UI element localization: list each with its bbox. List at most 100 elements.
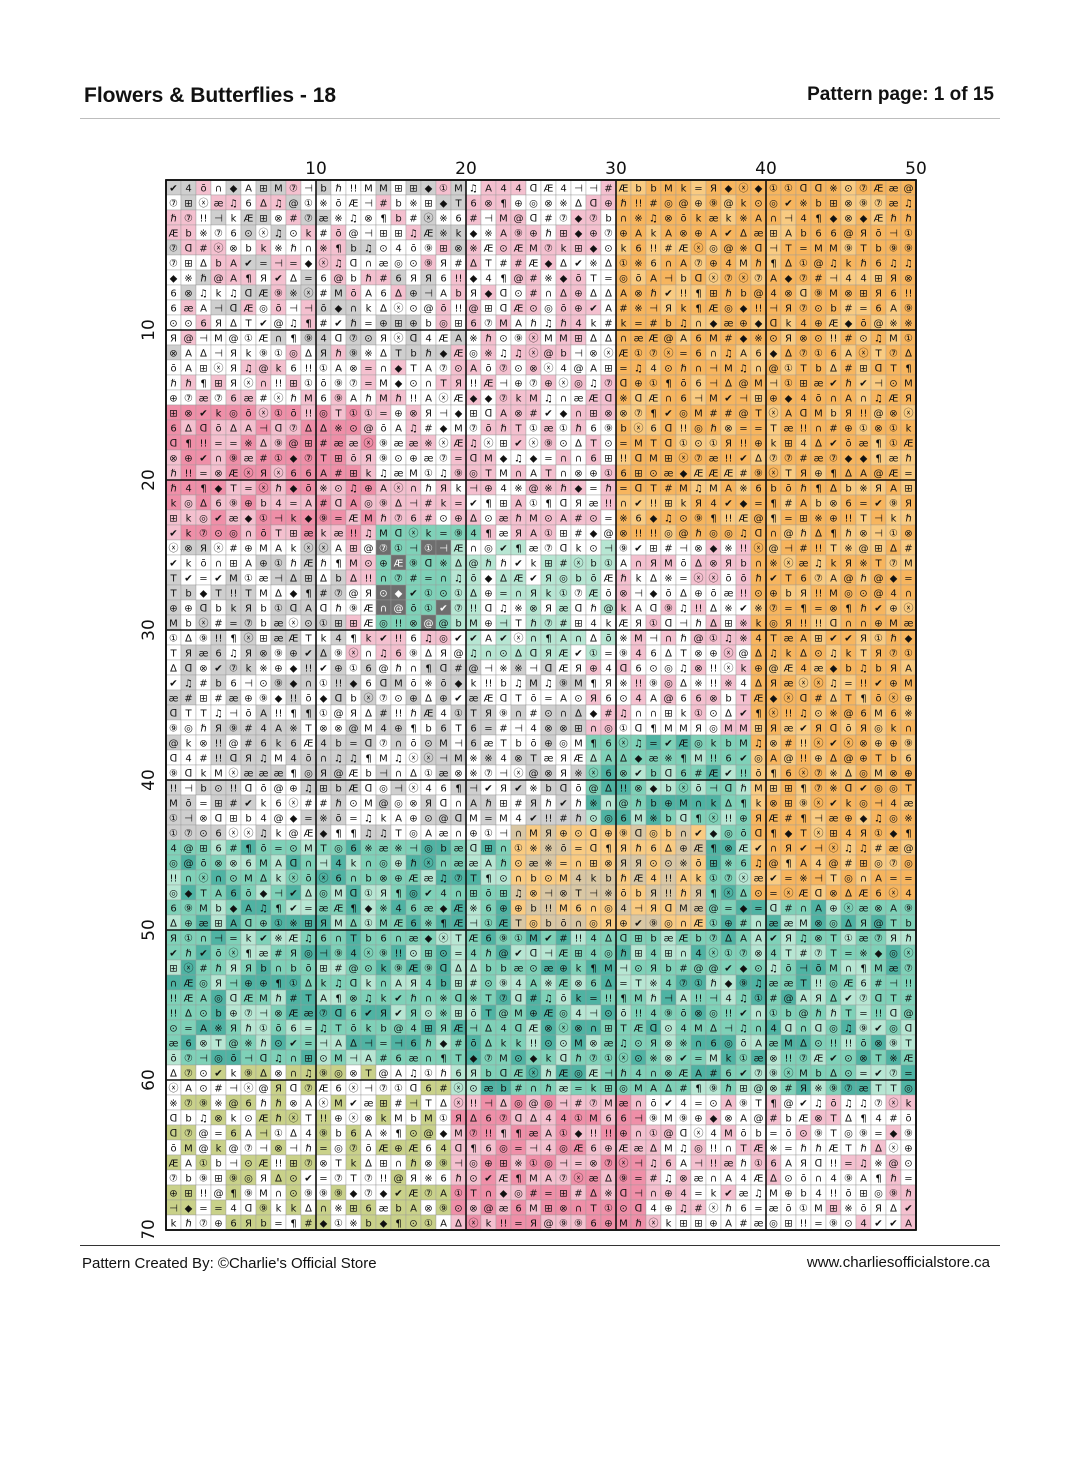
stitch-symbol: ⑦ [169, 244, 178, 255]
stitch-symbol: k [321, 529, 327, 540]
stitch-symbol: # [529, 289, 537, 300]
stitch-symbol: ⓧ [739, 873, 749, 885]
stitch-symbol: b [260, 619, 266, 630]
stitch-symbol: ◆ [845, 319, 853, 330]
stitch-symbol: !! [334, 679, 342, 690]
stitch-symbol: ※ [319, 484, 327, 495]
stitch-symbol: ᗡ [695, 274, 703, 285]
stitch-symbol: ⊗ [454, 769, 462, 780]
stitch-symbol: M [214, 334, 223, 345]
stitch-symbol: ∩ [305, 244, 312, 255]
stitch-symbol: ✔ [829, 634, 837, 645]
stitch-symbol: ⊗ [229, 859, 237, 870]
stitch-symbol: æ [784, 424, 794, 435]
stitch-symbol: 6 [695, 694, 701, 705]
stitch-symbol: ※ [904, 319, 912, 330]
stitch-symbol: ∆ [739, 229, 747, 240]
stitch-symbol: = [214, 439, 222, 450]
stitch-symbol: Я [785, 844, 792, 855]
stitch-symbol: ⑦ [334, 589, 343, 600]
stitch-symbol: @ [904, 844, 914, 855]
stitch-symbol: Я [215, 319, 222, 330]
stitch-symbol: 6 [800, 574, 806, 585]
stitch-symbol: ᗡ [335, 499, 343, 510]
stitch-symbol: 4 [185, 484, 191, 495]
stitch-symbol: ⑨ [544, 439, 553, 450]
stitch-symbol: ⑨ [844, 244, 853, 255]
stitch-symbol: ⊞ [589, 409, 597, 420]
stitch-symbol: ◎ [679, 409, 688, 420]
stitch-symbol: b [725, 694, 731, 705]
stitch-symbol: ◎ [604, 814, 613, 825]
stitch-symbol: 6 [695, 334, 701, 345]
stitch-symbol: ∩ [440, 859, 447, 870]
stitch-symbol: b [185, 619, 191, 630]
stitch-symbol: k [216, 409, 222, 420]
stitch-symbol: ◎ [229, 529, 238, 540]
stitch-symbol: ⊕ [574, 304, 582, 315]
stitch-symbol: ◎ [364, 499, 373, 510]
stitch-symbol: ※ [739, 244, 747, 255]
stitch-symbol: # [199, 244, 207, 255]
stitch-symbol: ℏ [335, 184, 341, 195]
stitch-symbol: ※ [679, 859, 687, 870]
stitch-symbol: ⑦ [454, 604, 463, 615]
stitch-symbol: ¶ [830, 469, 836, 480]
stitch-symbol: ⓧ [274, 468, 284, 480]
stitch-symbol: k [651, 229, 657, 240]
stitch-symbol: 6 [590, 424, 596, 435]
stitch-symbol: A [860, 469, 867, 480]
stitch-symbol: ✔ [274, 274, 282, 285]
stitch-symbol: 4 [500, 184, 506, 195]
stitch-symbol: ∩ [515, 589, 522, 600]
stitch-symbol: ✔ [829, 799, 837, 810]
stitch-symbol: ⑨ [259, 349, 268, 360]
stitch-symbol: 4 [635, 649, 641, 660]
stitch-symbol: ⓧ [724, 648, 734, 660]
stitch-symbol: ◎ [289, 349, 298, 360]
stitch-symbol: Я [635, 619, 642, 630]
stitch-symbol: ⑦ [814, 769, 823, 780]
stitch-symbol: M [529, 679, 538, 690]
stitch-symbol: k [186, 529, 192, 540]
stitch-symbol: ① [559, 424, 568, 435]
stitch-symbol: ∩ [410, 484, 417, 495]
stitch-symbol: ⊕ [709, 649, 717, 660]
stitch-symbol: ♫ [409, 424, 418, 435]
stitch-symbol: ⊙ [859, 334, 867, 345]
stitch-symbol: ⓧ [394, 483, 404, 495]
stitch-symbol: ō [485, 424, 491, 435]
stitch-symbol: ℏ [800, 529, 806, 540]
stitch-symbol: A [245, 904, 252, 915]
stitch-symbol: æ [424, 874, 434, 885]
stitch-symbol: æ [784, 634, 794, 645]
stitch-symbol: ⊙ [349, 799, 357, 810]
stitch-symbol: ♫ [544, 679, 553, 690]
stitch-symbol: M [364, 724, 373, 735]
stitch-symbol: ⊗ [214, 469, 222, 480]
stitch-symbol: ◎ [169, 859, 178, 870]
stitch-symbol: M [709, 334, 718, 345]
stitch-symbol: Я [770, 679, 777, 690]
stitch-symbol: A [395, 814, 402, 825]
stitch-symbol: ⊞ [469, 409, 477, 420]
stitch-symbol: ⊣ [439, 409, 448, 420]
stitch-symbol: !! [454, 274, 462, 285]
stitch-symbol: ᗡ [185, 769, 193, 780]
stitch-symbol: ◎ [319, 409, 328, 420]
stitch-symbol: ⓧ [889, 693, 899, 705]
stitch-symbol: 6 [740, 859, 746, 870]
stitch-symbol: k [846, 649, 852, 660]
stitch-symbol: ⊗ [184, 409, 192, 420]
stitch-symbol: T [169, 649, 177, 660]
stitch-symbol: ✔ [469, 634, 477, 645]
stitch-symbol: A [335, 364, 342, 375]
stitch-symbol: M [814, 244, 823, 255]
stitch-symbol: ℏ [575, 799, 581, 810]
stitch-symbol: 4 [440, 709, 446, 720]
stitch-symbol: ① [364, 919, 373, 930]
stitch-symbol: ᗡ [800, 409, 808, 420]
stitch-symbol: ⊞ [199, 694, 207, 705]
stitch-symbol: ᗡ [380, 679, 388, 690]
stitch-symbol: ⊞ [409, 184, 417, 195]
